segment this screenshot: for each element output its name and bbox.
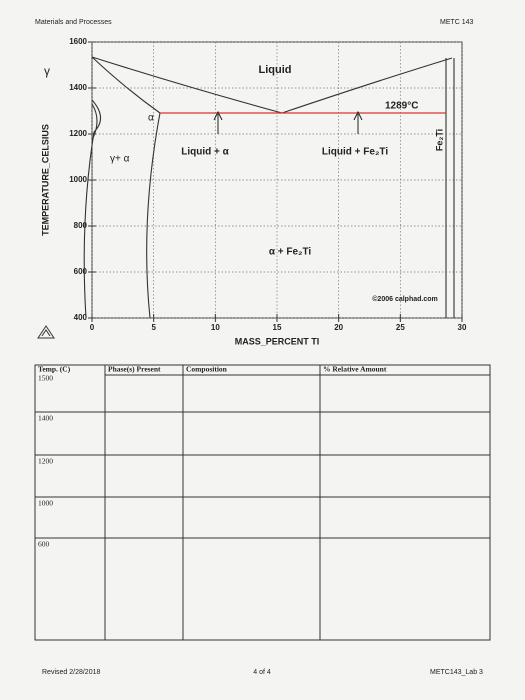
label-gamma-alpha: γ+ α bbox=[110, 154, 130, 165]
x-axis-label: MASS_PERCENT TI bbox=[235, 336, 320, 346]
phase-boundaries bbox=[83, 56, 455, 319]
x-tick-label: 10 bbox=[211, 323, 220, 332]
label-alpha: α bbox=[148, 113, 154, 124]
table: Temp. (C) Phase(s) Present Composition % Re… bbox=[34, 364, 491, 641]
fe2ti-lines bbox=[445, 58, 455, 318]
label-liquid: Liquid bbox=[259, 64, 292, 76]
liquidus-left bbox=[91, 56, 283, 114]
x-tick-label: 0 bbox=[90, 323, 95, 332]
label-eutectic: 1289°C bbox=[385, 101, 418, 112]
column-header: % Relative Amount bbox=[323, 365, 387, 374]
temp-cell: 1400 bbox=[38, 414, 53, 423]
y-tick-label: 1200 bbox=[69, 129, 87, 138]
table-frame bbox=[34, 364, 491, 641]
temp-cell: 600 bbox=[38, 540, 50, 549]
x-tick-label: 25 bbox=[396, 323, 405, 332]
y-tick-label: 1600 bbox=[69, 37, 87, 46]
footer-right: METC143_Lab 3 bbox=[430, 669, 483, 676]
liquidus-right bbox=[281, 57, 453, 114]
label-liquid-fe2ti: Liquid + Fe₂Ti bbox=[322, 147, 388, 158]
y-axis-label: TEMPERATURE_CELSIUS bbox=[40, 124, 50, 236]
alpha-solvus bbox=[146, 112, 161, 319]
label-liquid-alpha: Liquid + α bbox=[181, 147, 229, 158]
y-tick-label: 1000 bbox=[69, 175, 87, 184]
x-tick-label: 5 bbox=[151, 323, 156, 332]
logo bbox=[37, 325, 55, 339]
alpha-left bbox=[83, 131, 95, 319]
label-alpha-fe2ti: α + Fe₂Ti bbox=[269, 247, 312, 258]
temp-cell: 1500 bbox=[38, 374, 53, 383]
header-right: METC 143 bbox=[440, 19, 474, 26]
temp-cell: 1000 bbox=[38, 499, 53, 508]
y-tick-label: 800 bbox=[74, 221, 88, 230]
y-tick-label: 600 bbox=[74, 267, 88, 276]
solidus bbox=[91, 56, 161, 114]
footer-center: 4 of 4 bbox=[253, 669, 271, 676]
temp-cell: 1200 bbox=[38, 457, 53, 466]
column-header: Temp. (C) bbox=[38, 365, 71, 374]
x-tick-label: 20 bbox=[334, 323, 343, 332]
header-left: Materials and Processes bbox=[35, 19, 112, 26]
arrows bbox=[213, 110, 363, 134]
copyright: ©2006 calphad.com bbox=[372, 295, 437, 303]
x-tick-label: 30 bbox=[458, 323, 467, 332]
footer-left: Revised 2/28/2018 bbox=[42, 669, 100, 676]
label-fe2ti: Fe₂Ti bbox=[434, 129, 444, 151]
y-tick-label: 400 bbox=[74, 313, 88, 322]
column-header: Composition bbox=[186, 365, 228, 374]
column-header: Phase(s) Present bbox=[108, 365, 161, 374]
y-tick-label: 1400 bbox=[69, 83, 87, 92]
label-gamma: γ bbox=[44, 64, 50, 78]
x-tick-label: 15 bbox=[273, 323, 282, 332]
